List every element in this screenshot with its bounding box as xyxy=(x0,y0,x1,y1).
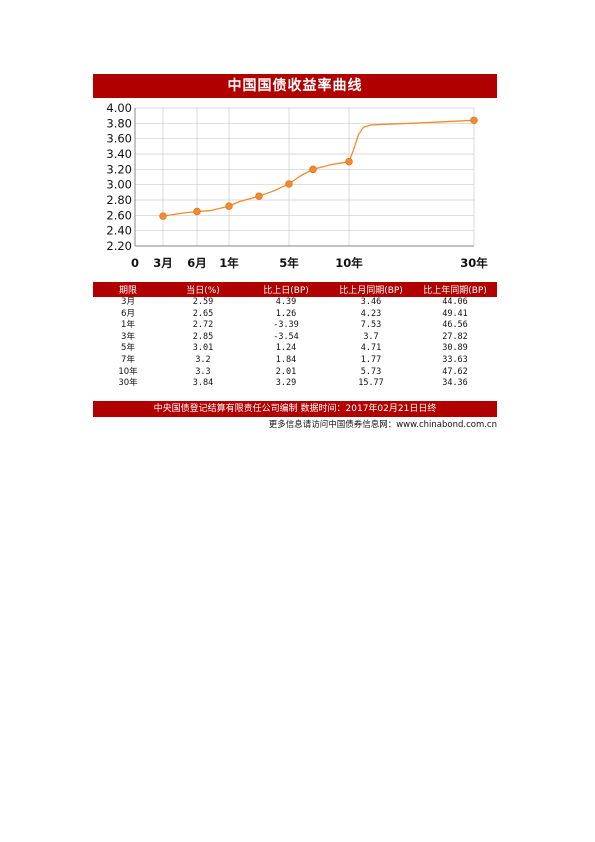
table-header-row: 期限 当日(%) 比上日(BP) 比上月同期(BP) 比上年同期(BP) xyxy=(93,282,497,297)
table-cell: 2.72 xyxy=(192,320,214,331)
table-cell: 2.59 xyxy=(192,297,214,307)
y-tick-label: 2.40 xyxy=(106,224,132,238)
table-cell: 5.73 xyxy=(360,366,382,377)
table-header-vs-prev-day: 比上日(BP) xyxy=(243,282,329,297)
table-cell: 3.29 xyxy=(275,378,297,389)
table-cell: 1.84 xyxy=(275,354,297,365)
table-row: 3年 2.85 -3.54 3.7 27.82 xyxy=(93,332,497,344)
table-cell: 27.82 xyxy=(442,331,468,342)
table-cell: 2.65 xyxy=(192,308,214,319)
table-header-vs-prev-month: 比上月同期(BP) xyxy=(329,282,413,297)
table-row: 30年 3.84 3.29 15.77 34.36 xyxy=(93,378,497,390)
table-cell: 3月 xyxy=(121,297,135,307)
table-cell: 2.01 xyxy=(275,366,297,377)
table-cell: 3.3 xyxy=(195,366,211,377)
table-cell: 6月 xyxy=(121,308,135,319)
data-point xyxy=(225,202,233,210)
x-tick-label: 30年 xyxy=(460,256,488,270)
table-cell: 10年 xyxy=(118,366,138,377)
y-tick-label: 3.80 xyxy=(106,116,132,130)
table-row: 6月 2.65 1.26 4.23 49.41 xyxy=(93,309,497,321)
y-tick-label: 3.20 xyxy=(106,162,132,176)
yield-curve-panel: 中国国债收益率曲线 4.00 3.80 3.60 3.40 3.20 3.00 2.80 2.… xyxy=(93,74,497,430)
table-cell: 3.2 xyxy=(195,354,211,365)
y-tick-label: 3.00 xyxy=(106,178,132,192)
data-point xyxy=(255,192,263,200)
more-info-text: 更多信息请访问中国债券信息网：www.chinabond.com.cn xyxy=(268,420,497,430)
table-cell: 1.77 xyxy=(360,354,382,365)
y-tick-label: 2.60 xyxy=(106,208,132,222)
table-cell: 5年 xyxy=(121,343,135,354)
table-cell: 1.24 xyxy=(275,343,297,354)
table-cell: -3.54 xyxy=(273,331,299,342)
data-point xyxy=(159,212,167,220)
table-cell: 3.7 xyxy=(363,331,379,342)
table-cell: 46.56 xyxy=(442,320,468,331)
table-cell: 2.85 xyxy=(192,331,214,342)
y-tick-label: 2.80 xyxy=(106,193,132,207)
table-cell: 15.77 xyxy=(358,378,384,389)
table-cell: 30.89 xyxy=(442,343,468,354)
table-cell: 7年 xyxy=(121,354,135,365)
y-tick-label: 4.00 xyxy=(106,101,132,115)
table-cell: 3年 xyxy=(121,331,135,342)
table-row: 10年 3.3 2.01 5.73 47.62 xyxy=(93,367,497,379)
table-cell: 33.63 xyxy=(442,354,468,365)
table-cell: 30年 xyxy=(118,378,138,389)
yield-curve-chart: 4.003.80 3.603.403.20 3.002.802.60 2.402.20… xyxy=(106,101,488,270)
table-header-vs-prev-year: 比上年同期(BP) xyxy=(413,282,497,297)
table-cell: 47.62 xyxy=(442,366,468,377)
table-cell: 3.46 xyxy=(360,297,382,307)
chart-title: 中国国债收益率曲线 xyxy=(93,74,497,98)
table-cell: 3.84 xyxy=(192,378,214,389)
table-cell: 49.41 xyxy=(442,308,468,319)
data-point xyxy=(470,116,478,124)
data-point xyxy=(345,157,353,166)
table-cell: -3.39 xyxy=(273,320,299,331)
x-tick-label: 0 xyxy=(131,256,139,270)
yield-curve-line xyxy=(162,119,475,217)
table-cell: 7.53 xyxy=(360,320,382,331)
table-cell: 4.39 xyxy=(275,297,297,307)
table-row: 5年 3.01 1.24 4.71 30.89 xyxy=(93,343,497,355)
table-header-today: 当日(%) xyxy=(163,282,243,297)
x-tick-label: 10年 xyxy=(335,256,363,270)
y-tick-label: 3.40 xyxy=(106,147,132,161)
table-row: 7年 3.2 1.84 1.77 33.63 xyxy=(93,355,497,367)
table-cell: 4.23 xyxy=(360,308,382,319)
table-row: 3月 2.59 4.39 3.46 44.06 xyxy=(93,297,497,309)
footer-bar: 中央国债登记结算有限责任公司编制 数据时间：2017年02月21日日终 xyxy=(93,401,497,417)
table-cell: 1年 xyxy=(121,320,135,331)
table-cell: 4.71 xyxy=(360,343,382,354)
data-point xyxy=(309,165,317,174)
x-tick-label: 5年 xyxy=(279,256,299,270)
table-cell: 1.26 xyxy=(275,308,297,319)
data-point xyxy=(285,180,293,188)
yield-table: 期限 当日(%) 比上日(BP) 比上月同期(BP) 比上年同期(BP) 3月 … xyxy=(93,282,497,390)
x-tick-label: 3月 xyxy=(153,256,173,270)
y-tick-label: 3.60 xyxy=(106,132,132,146)
table-row: 1年 2.72 -3.39 7.53 46.56 xyxy=(93,320,497,332)
table-cell: 34.36 xyxy=(442,378,468,389)
table-cell: 3.01 xyxy=(192,343,214,354)
x-tick-label: 1年 xyxy=(219,256,239,270)
data-point xyxy=(193,207,201,216)
x-tick-label: 6月 xyxy=(187,256,207,270)
table-header-term: 期限 xyxy=(93,282,163,297)
y-tick-label: 2.20 xyxy=(106,239,132,253)
table-cell: 44.06 xyxy=(442,297,468,307)
